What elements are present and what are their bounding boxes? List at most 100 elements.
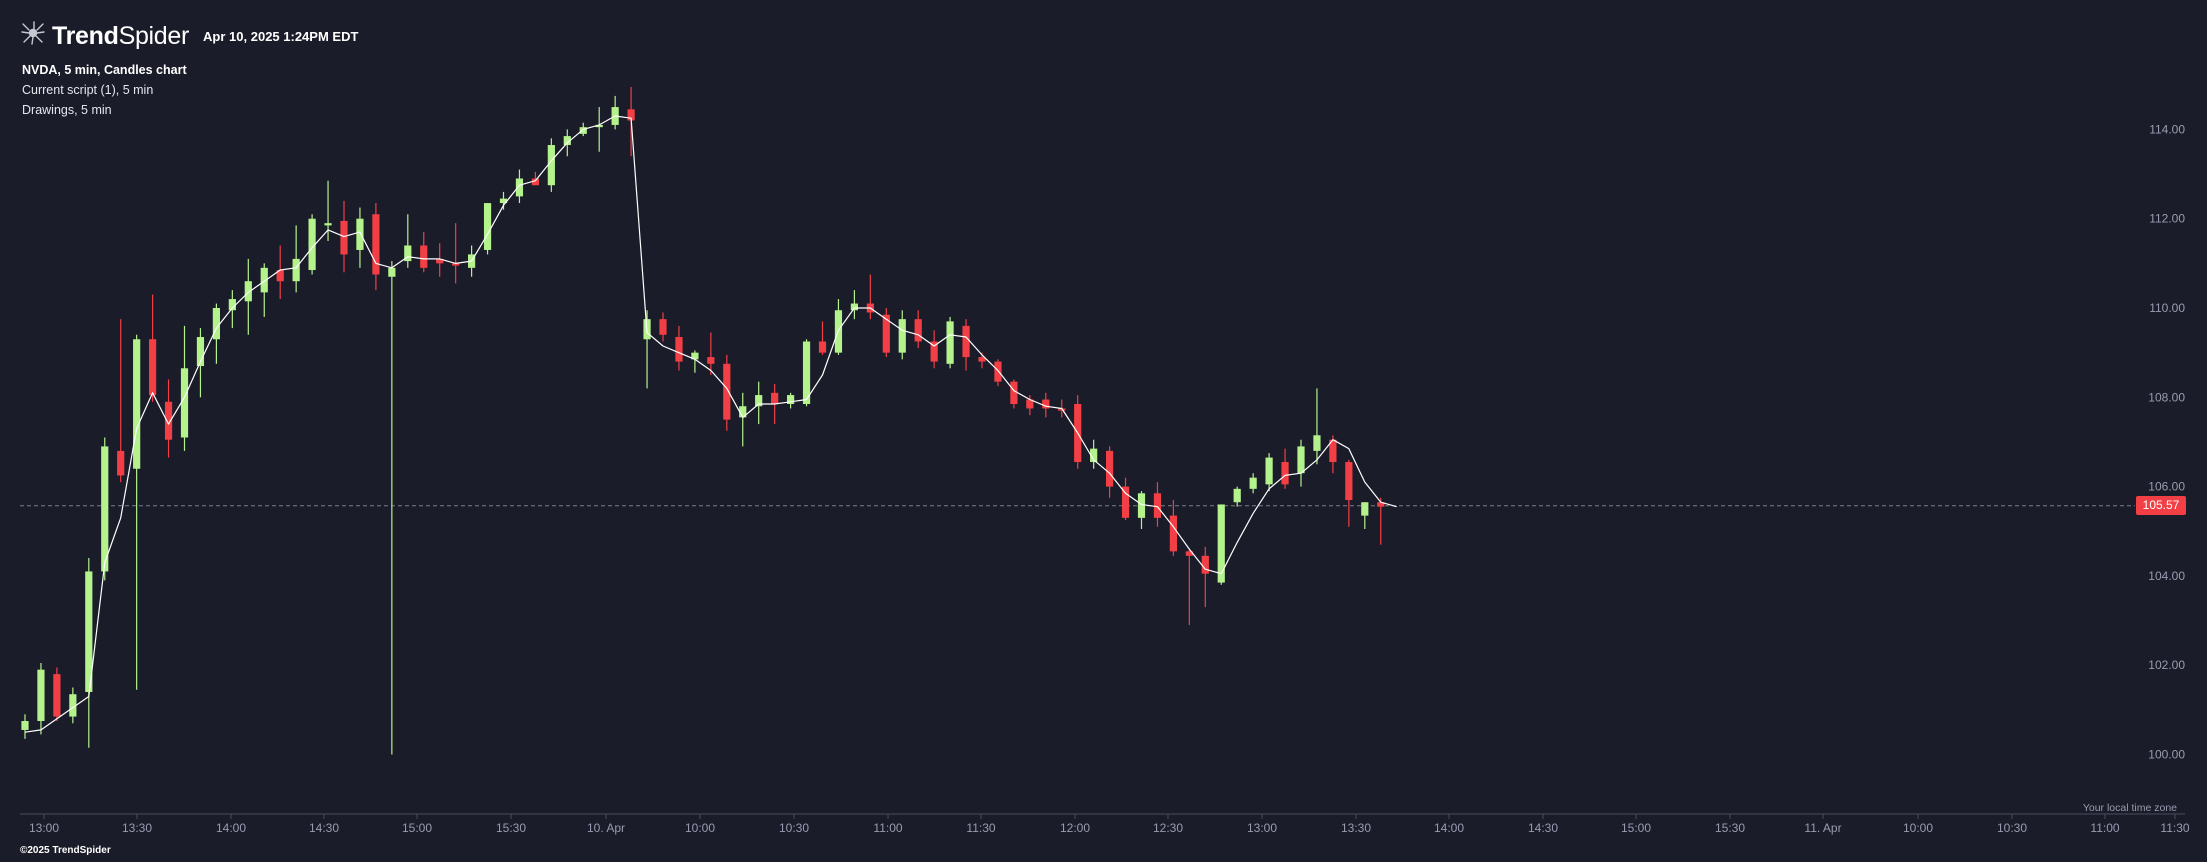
candle-up (212, 303, 220, 364)
candle-down (1377, 497, 1385, 545)
candle-body (914, 319, 922, 342)
candle-body (787, 395, 795, 404)
candle-body (85, 571, 93, 692)
candle-body (101, 446, 109, 572)
candle-down (420, 232, 428, 273)
x-tick-label: 11:30 (966, 821, 995, 835)
candle-body (563, 136, 571, 146)
candle-down (659, 312, 667, 342)
candle-body (340, 220, 348, 255)
candle-body (1281, 462, 1289, 485)
x-tick-label: 12:00 (1060, 821, 1090, 835)
candle-down (1201, 546, 1209, 608)
candle-down (1329, 435, 1337, 474)
candle-body (1010, 381, 1018, 404)
legend-symbol-title[interactable]: NVDA, 5 min, Candles chart (22, 63, 187, 77)
candle-down (1169, 499, 1177, 556)
timezone-note[interactable]: Your local time zone (2082, 802, 2177, 814)
chart-legend: NVDA, 5 min, Candles chart Current scrip… (22, 60, 187, 120)
candle-down (436, 243, 444, 277)
x-tick-label: 13:30 (1341, 821, 1371, 835)
candle-down (962, 319, 970, 371)
legend-current-script[interactable]: Current script (1), 5 min (22, 83, 154, 97)
x-tick-label: 11:00 (2090, 821, 2119, 835)
candle-up (228, 290, 236, 329)
candle-body (898, 319, 906, 353)
candle-body (1106, 450, 1114, 487)
candle-up (483, 203, 492, 255)
brand-spider-text: Spider (118, 22, 190, 50)
legend-drawings[interactable]: Drawings, 5 min (22, 103, 112, 117)
candle-body (356, 218, 364, 250)
candle-up (595, 107, 603, 152)
candle-up (547, 138, 555, 192)
candle-body (739, 406, 747, 418)
candle-body (1297, 446, 1305, 474)
candle-up (292, 225, 300, 293)
candle-body (1026, 399, 1034, 409)
candle-down (1121, 477, 1130, 521)
candle-down (1185, 549, 1193, 626)
candle-down (723, 354, 731, 431)
candle-up (515, 169, 524, 204)
candle-body (1058, 408, 1066, 411)
trendspider-logo[interactable]: Trend Spider (20, 20, 189, 53)
y-tick-label: 100.00 (2148, 748, 2185, 762)
candle-up (180, 325, 189, 451)
candle-body (755, 395, 763, 407)
candle-body (707, 357, 715, 364)
copyright-text: ©2025 TrendSpider (20, 845, 111, 856)
candle-down (930, 330, 938, 369)
x-tick-label: 14:30 (1528, 821, 1558, 835)
candle-body (818, 341, 827, 353)
candle-body (1201, 555, 1209, 574)
candle-body (164, 401, 173, 440)
candle-down (914, 310, 922, 349)
candle-body (1169, 515, 1177, 552)
chart-header: Trend Spider Apr 10, 2025 1:24PM EDT (20, 20, 358, 53)
candle-body (276, 270, 284, 282)
candle-up (1361, 502, 1369, 530)
candle-down (882, 308, 890, 358)
candle-up (260, 263, 268, 317)
candle-down (276, 245, 284, 300)
candle-down (531, 171, 539, 186)
candle-body (1233, 488, 1241, 503)
candle-body (372, 214, 380, 275)
candle-up (1249, 473, 1257, 494)
candle-body (547, 145, 555, 186)
x-tick-label: 14:00 (1434, 821, 1464, 835)
candle-up (388, 261, 396, 755)
candle-up (85, 558, 93, 748)
candle-up (898, 310, 906, 360)
candle-up (69, 687, 77, 724)
candle-up (404, 214, 412, 268)
candle-body (627, 109, 635, 121)
candle-up (37, 662, 45, 735)
candle-body (499, 198, 508, 204)
candle-body (1377, 502, 1385, 507)
candle-down (117, 319, 125, 483)
candle-up (1265, 453, 1273, 492)
candle-body (324, 223, 332, 226)
candle-body (675, 337, 683, 362)
candle-body (388, 267, 396, 277)
candle-body (1329, 439, 1337, 463)
candle-body (771, 392, 779, 404)
x-tick-label: 14:30 (309, 821, 339, 835)
x-tick-label: 11:30 (2160, 821, 2189, 835)
candle-down (1153, 482, 1162, 527)
x-tick-label: 15:30 (496, 821, 526, 835)
x-tick-label: 15:00 (1621, 821, 1651, 835)
x-tick-label: 10:30 (779, 821, 809, 835)
brand-trend-text: Trend (52, 22, 119, 50)
candle-body (1361, 502, 1369, 516)
candle-down (1281, 448, 1289, 489)
y-tick-label: 104.00 (2148, 569, 2185, 583)
candle-up (1217, 504, 1225, 585)
candle-down (1345, 459, 1353, 527)
candle-up (946, 316, 954, 369)
candle-body (579, 127, 587, 134)
